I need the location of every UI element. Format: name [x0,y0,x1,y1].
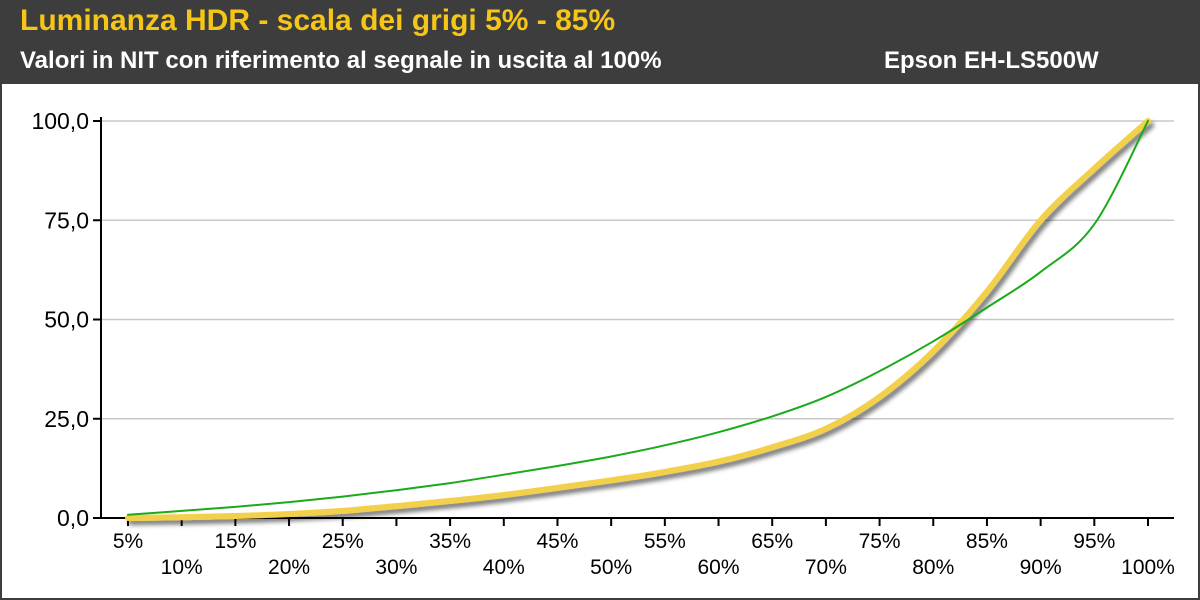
x-tick-label: 100% [1121,556,1175,579]
x-tick-label: 35% [429,530,471,553]
x-tick-label: 95% [1073,530,1115,553]
series-line-measured [125,118,1151,521]
x-tick-label: 15% [214,530,256,553]
x-tick-label: 25% [322,530,364,553]
x-tick-label: 10% [161,556,203,579]
x-tick-label: 85% [966,530,1008,553]
x-tick-label: 20% [268,556,310,579]
x-tick-label: 75% [859,530,901,553]
x-tick-label: 5% [113,530,143,553]
chart-subtitle: Valori in NIT con riferimento al segnale… [20,47,662,74]
x-tick-label: 40% [483,556,525,579]
y-tick-label: 100,0 [31,108,89,134]
grid-lines [101,120,1174,420]
x-tick-label: 55% [644,530,686,553]
x-tick-label: 50% [590,556,632,579]
x-tick-label: 45% [536,530,578,553]
x-tick-label: 90% [1020,556,1062,579]
axes [93,117,1174,526]
y-tick-label: 50,0 [44,307,89,333]
chart-title: Luminanza HDR - scala dei grigi 5% - 85% [20,4,616,37]
plot-border [0,84,1200,600]
x-tick-label: 80% [912,556,954,579]
y-tick-label: 25,0 [44,406,89,432]
series-line-reference [127,120,1149,516]
series-lines [125,118,1151,521]
x-tick-label: 70% [805,556,847,579]
x-tick-label: 65% [751,530,793,553]
tick-labels: 0,0 25,0 50,0 75,0 100,0 5% 10% 15% 20% 25% 30% 35%… [31,108,1174,579]
chart-header: Luminanza HDR - scala dei grigi 5% - 85%… [0,0,1200,84]
y-tick-label: 0,0 [57,505,89,531]
x-tick-label: 30% [375,556,417,579]
x-tick-label: 60% [698,556,740,579]
y-tick-label: 75,0 [44,207,89,233]
device-model: Epson EH-LS500W [884,47,1099,74]
